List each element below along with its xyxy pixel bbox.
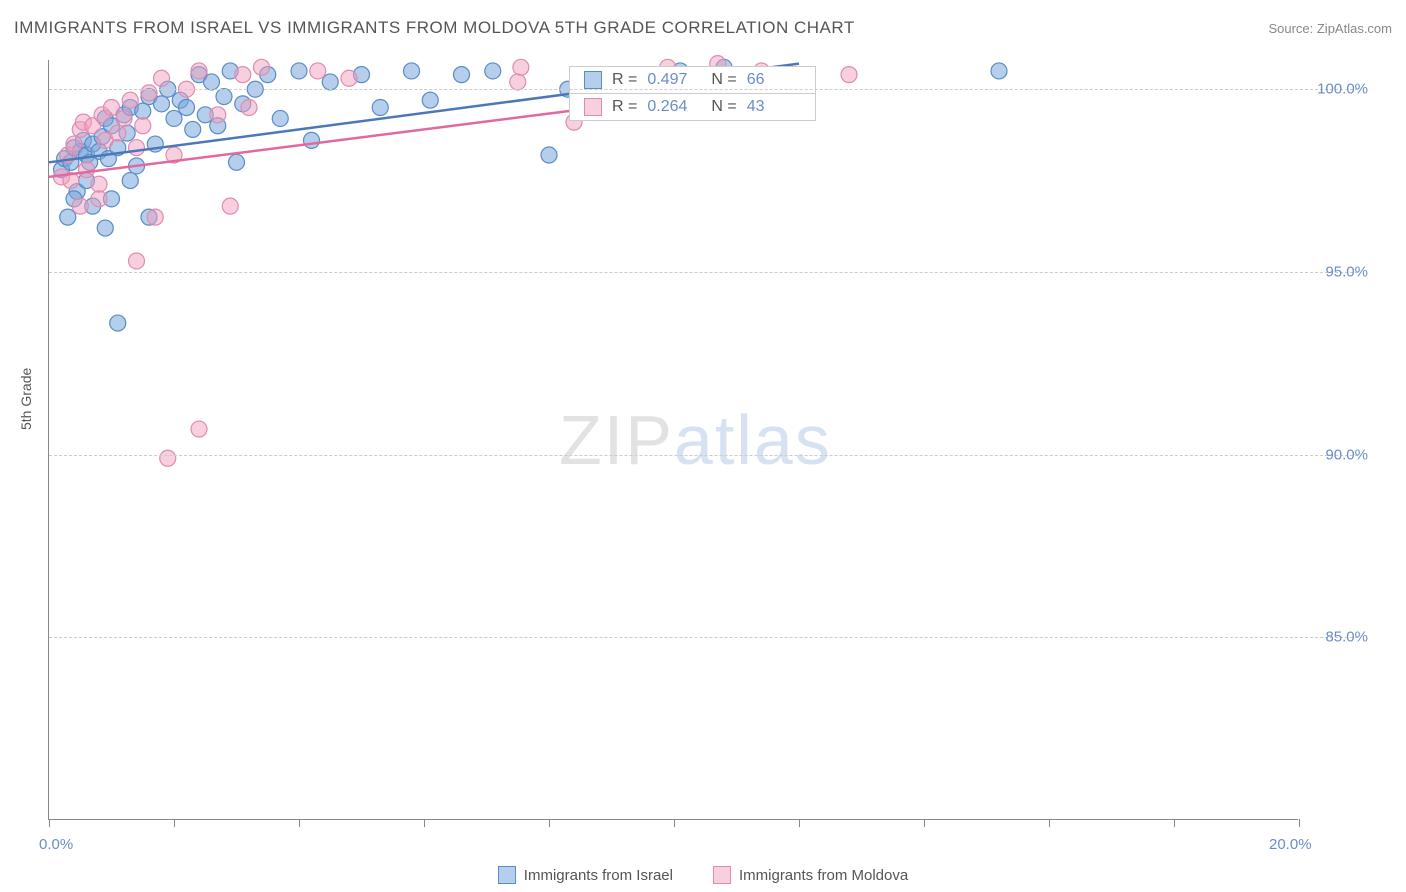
data-point-moldova bbox=[191, 421, 207, 437]
data-point-israel bbox=[322, 74, 338, 90]
n-label-2: N = bbox=[711, 98, 736, 116]
data-point-israel bbox=[454, 67, 470, 83]
data-point-israel bbox=[404, 63, 420, 79]
x-tick bbox=[174, 819, 175, 827]
x-label-right: 20.0% bbox=[1269, 836, 1312, 853]
data-point-israel bbox=[372, 100, 388, 116]
data-point-israel bbox=[204, 74, 220, 90]
gridline-h bbox=[49, 89, 1358, 90]
x-tick bbox=[1174, 819, 1175, 827]
data-point-moldova bbox=[129, 253, 145, 269]
data-point-moldova bbox=[66, 136, 82, 152]
data-point-israel bbox=[179, 100, 195, 116]
data-point-israel bbox=[304, 132, 320, 148]
data-point-moldova bbox=[154, 70, 170, 86]
n-value-israel: 66 bbox=[747, 71, 801, 89]
x-tick bbox=[299, 819, 300, 827]
data-point-moldova bbox=[222, 198, 238, 214]
data-point-moldova bbox=[129, 140, 145, 156]
data-point-israel bbox=[272, 110, 288, 126]
data-point-israel bbox=[291, 63, 307, 79]
data-point-israel bbox=[166, 110, 182, 126]
x-tick bbox=[49, 819, 50, 827]
r-label-2: R = bbox=[612, 98, 637, 116]
data-point-israel bbox=[185, 121, 201, 137]
stats-legend-box: R = 0.497 N = 66 R = 0.264 N = 43 bbox=[569, 66, 816, 121]
data-point-moldova bbox=[510, 74, 526, 90]
data-point-moldova bbox=[210, 107, 226, 123]
legend-swatch-moldova bbox=[713, 866, 731, 884]
data-point-israel bbox=[229, 154, 245, 170]
x-tick bbox=[674, 819, 675, 827]
swatch-moldova bbox=[584, 98, 602, 116]
gridline-h bbox=[49, 455, 1358, 456]
data-point-israel bbox=[135, 103, 151, 119]
source-attribution: Source: ZipAtlas.com bbox=[1268, 21, 1392, 36]
y-axis-title: 5th Grade bbox=[18, 368, 34, 430]
x-tick bbox=[424, 819, 425, 827]
data-point-israel bbox=[60, 209, 76, 225]
data-point-moldova bbox=[122, 92, 138, 108]
data-point-israel bbox=[122, 173, 138, 189]
data-point-moldova bbox=[91, 191, 107, 207]
x-tick bbox=[924, 819, 925, 827]
data-point-moldova bbox=[341, 70, 357, 86]
x-tick bbox=[1299, 819, 1300, 827]
n-label: N = bbox=[711, 71, 736, 89]
legend-item-moldova: Immigrants from Moldova bbox=[713, 866, 908, 884]
data-point-israel bbox=[216, 89, 232, 105]
source-link[interactable]: ZipAtlas.com bbox=[1317, 21, 1392, 36]
data-point-moldova bbox=[116, 110, 132, 126]
chart-header: IMMIGRANTS FROM ISRAEL VS IMMIGRANTS FRO… bbox=[14, 18, 1392, 38]
data-point-moldova bbox=[147, 209, 163, 225]
data-point-moldova bbox=[104, 100, 120, 116]
x-label-left: 0.0% bbox=[39, 836, 73, 853]
data-point-moldova bbox=[135, 118, 151, 134]
data-point-moldova bbox=[141, 85, 157, 101]
data-point-moldova bbox=[841, 67, 857, 83]
plot-area: ZIPatlas R = 0.497 N = 66 R = 0.264 N = … bbox=[48, 60, 1298, 820]
data-point-israel bbox=[485, 63, 501, 79]
data-point-moldova bbox=[254, 59, 270, 75]
data-point-moldova bbox=[513, 59, 529, 75]
n-value-moldova: 43 bbox=[747, 98, 801, 116]
data-point-israel bbox=[422, 92, 438, 108]
y-tick-label: 85.0% bbox=[1325, 629, 1368, 646]
data-point-moldova bbox=[110, 125, 126, 141]
data-point-moldova bbox=[191, 63, 207, 79]
data-point-israel bbox=[154, 96, 170, 112]
data-point-moldova bbox=[241, 100, 257, 116]
data-point-moldova bbox=[72, 198, 88, 214]
r-value-israel: 0.497 bbox=[647, 71, 701, 89]
chart-svg bbox=[49, 60, 1298, 819]
data-point-moldova bbox=[235, 67, 251, 83]
legend-label-israel: Immigrants from Israel bbox=[524, 867, 673, 884]
x-tick bbox=[799, 819, 800, 827]
data-point-moldova bbox=[310, 63, 326, 79]
legend-label-moldova: Immigrants from Moldova bbox=[739, 867, 908, 884]
x-tick bbox=[549, 819, 550, 827]
legend-swatch-israel bbox=[498, 866, 516, 884]
gridline-h bbox=[49, 637, 1358, 638]
data-point-israel bbox=[110, 315, 126, 331]
gridline-h bbox=[49, 272, 1358, 273]
chart-title: IMMIGRANTS FROM ISRAEL VS IMMIGRANTS FRO… bbox=[14, 18, 855, 38]
bottom-legend: Immigrants from Israel Immigrants from M… bbox=[0, 866, 1406, 884]
r-value-moldova: 0.264 bbox=[647, 98, 701, 116]
data-point-moldova bbox=[160, 450, 176, 466]
data-point-israel bbox=[97, 220, 113, 236]
legend-item-israel: Immigrants from Israel bbox=[498, 866, 673, 884]
swatch-israel bbox=[584, 71, 602, 89]
y-tick-label: 95.0% bbox=[1325, 263, 1368, 280]
y-tick-label: 100.0% bbox=[1317, 81, 1368, 98]
x-tick bbox=[1049, 819, 1050, 827]
y-tick-label: 90.0% bbox=[1325, 446, 1368, 463]
stats-row-moldova: R = 0.264 N = 43 bbox=[570, 94, 815, 120]
data-point-israel bbox=[541, 147, 557, 163]
r-label: R = bbox=[612, 71, 637, 89]
data-point-israel bbox=[991, 63, 1007, 79]
data-point-moldova bbox=[79, 162, 95, 178]
source-prefix: Source: bbox=[1268, 21, 1316, 36]
data-point-moldova bbox=[91, 176, 107, 192]
